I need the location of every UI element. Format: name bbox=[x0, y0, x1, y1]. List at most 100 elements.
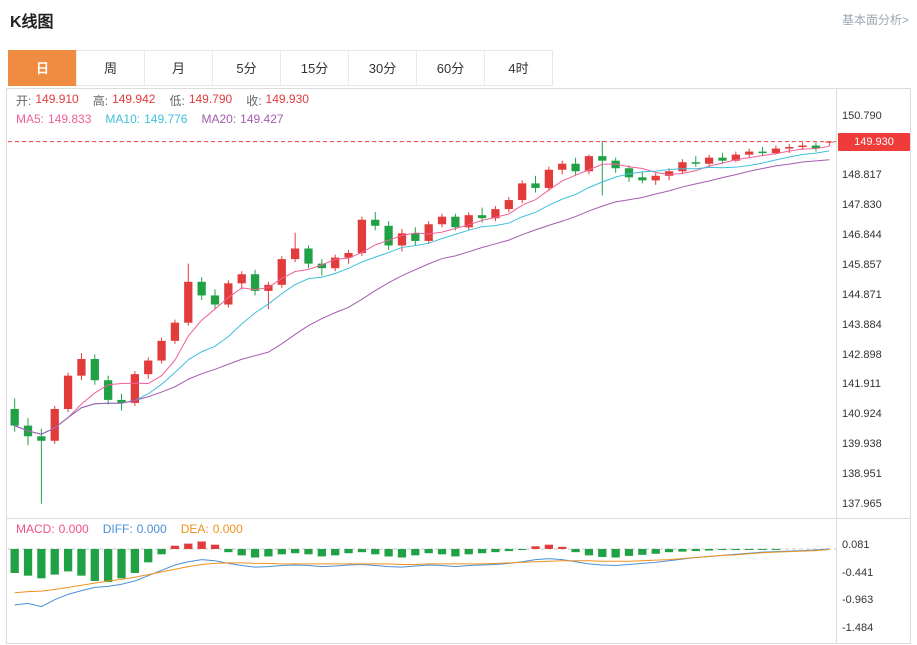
macd-histogram-bar bbox=[477, 548, 487, 554]
candle-body bbox=[558, 163, 567, 170]
candle-body bbox=[277, 259, 286, 285]
legend-value: 149.930 bbox=[265, 92, 309, 106]
legend-label: MA5: bbox=[16, 112, 45, 126]
candle-body bbox=[331, 257, 340, 269]
macd-histogram-bar bbox=[371, 548, 380, 555]
legend-label: DIFF: bbox=[102, 522, 133, 536]
macd-histogram-bar bbox=[437, 548, 447, 555]
macd-histogram-bar bbox=[50, 548, 59, 575]
macd-histogram-bar bbox=[664, 548, 674, 553]
candle-body bbox=[77, 359, 86, 376]
macd-histogram-bar bbox=[197, 541, 206, 549]
ma-legend: MA5: 149.833 MA10: 149.776 MA20: 149.427 bbox=[16, 112, 284, 126]
fundamental-analysis-link[interactable]: 基本面分析> bbox=[841, 13, 909, 27]
axis-tick-label: 150.790 bbox=[842, 109, 882, 122]
macd-histogram-bar bbox=[491, 548, 500, 553]
timeframe-tabs: 日周月 5分 15分 30分 60分 4时 bbox=[8, 50, 553, 86]
macd-histogram-bar bbox=[63, 548, 73, 572]
tab-timeframe-6[interactable]: 30分 bbox=[348, 50, 417, 86]
tab-timeframe-7[interactable]: 60分 bbox=[416, 50, 485, 86]
legend-label: MA10: bbox=[105, 112, 141, 126]
legend-item: 收: 149.930 bbox=[246, 92, 309, 109]
legend-value: 0.000 bbox=[212, 522, 243, 536]
tab-timeframe-3[interactable]: 月 bbox=[144, 50, 213, 86]
candle-body bbox=[37, 436, 46, 441]
candle-body bbox=[598, 156, 607, 161]
legend-value: 149.833 bbox=[48, 112, 92, 126]
tab-timeframe-2[interactable]: 周 bbox=[76, 50, 145, 86]
axis-tick-label: 146.844 bbox=[842, 229, 882, 242]
macd-histogram-bar bbox=[237, 548, 246, 556]
legend-item: MACD: 0.000 bbox=[16, 522, 89, 536]
axis-tick-label: 144.871 bbox=[842, 288, 882, 301]
candle-body bbox=[571, 163, 580, 172]
candle-body bbox=[210, 295, 220, 305]
macd-legend: MACD: 0.000 DIFF: 0.000 DEA: 0.000 bbox=[16, 522, 243, 536]
candle-body bbox=[411, 233, 420, 241]
candle-body bbox=[758, 151, 767, 154]
axis-tick-label: -0.441 bbox=[842, 566, 874, 579]
macd-histogram-bar bbox=[290, 548, 300, 554]
candle-body bbox=[544, 169, 554, 188]
legend-label: DEA: bbox=[180, 522, 209, 536]
candle-body bbox=[491, 209, 500, 219]
axis-tick-label: 148.817 bbox=[842, 169, 882, 182]
macd-histogram-bar bbox=[678, 548, 687, 552]
macd-histogram-bar bbox=[518, 548, 527, 551]
candle-body bbox=[170, 322, 180, 341]
candle-body bbox=[664, 171, 674, 176]
candle-body bbox=[504, 200, 513, 210]
legend-value: 149.776 bbox=[144, 112, 188, 126]
macd-histogram-bar bbox=[558, 546, 567, 549]
macd-histogram-bar bbox=[504, 548, 513, 552]
candle-body bbox=[104, 380, 113, 400]
macd-histogram-bar bbox=[277, 548, 286, 555]
candle-body bbox=[63, 375, 73, 409]
macd-histogram-bar bbox=[464, 548, 473, 555]
macd-histogram-bar bbox=[691, 548, 700, 552]
macd-histogram-bar bbox=[397, 548, 407, 558]
macd-histogram-bar bbox=[264, 548, 273, 557]
candle-body bbox=[117, 399, 126, 403]
macd-histogram-bar bbox=[731, 548, 740, 551]
legend-value: 149.790 bbox=[188, 92, 233, 106]
candle-body bbox=[224, 283, 233, 305]
macd-histogram-bar bbox=[37, 548, 46, 579]
candle-body bbox=[304, 248, 313, 264]
candle-body bbox=[371, 219, 380, 226]
macd-histogram-bar bbox=[117, 548, 126, 579]
macd-histogram-bar bbox=[651, 548, 660, 554]
axis-tick-label: -0.963 bbox=[842, 594, 874, 607]
candle-body bbox=[451, 216, 460, 228]
candle-body bbox=[424, 224, 433, 241]
axis-tick-label: 138.951 bbox=[842, 468, 882, 481]
tab-timeframe-4[interactable]: 5分 bbox=[212, 50, 281, 86]
legend-item: DEA: 0.000 bbox=[181, 522, 243, 536]
candle-body bbox=[651, 175, 660, 181]
tab-timeframe-5[interactable]: 15分 bbox=[280, 50, 349, 86]
candle-body bbox=[10, 408, 19, 426]
legend-value: 149.910 bbox=[35, 92, 79, 106]
legend-value: 0.000 bbox=[58, 522, 89, 536]
legend-value: 149.942 bbox=[112, 92, 156, 106]
macd-histogram-bar bbox=[304, 548, 313, 555]
legend-item: 开: 149.910 bbox=[16, 92, 79, 109]
candle-body bbox=[290, 248, 300, 260]
tab-timeframe-1[interactable]: 日 bbox=[8, 50, 77, 86]
tab-timeframe-8[interactable]: 4时 bbox=[484, 50, 553, 86]
candle-body bbox=[718, 157, 727, 161]
candle-body bbox=[357, 219, 367, 254]
macd-histogram-bar bbox=[624, 548, 634, 556]
axis-tick-label: -1.484 bbox=[842, 622, 874, 635]
axis-tick-label: 145.857 bbox=[842, 258, 882, 271]
candle-body bbox=[437, 216, 447, 225]
macd-histogram-bar bbox=[584, 548, 594, 556]
axis-tick-label: 137.965 bbox=[842, 497, 882, 510]
legend-label: 高: bbox=[92, 94, 109, 108]
chart-frame bbox=[6, 88, 911, 644]
candle-body bbox=[704, 157, 714, 164]
candle-body bbox=[798, 145, 807, 148]
legend-label: 收: bbox=[246, 94, 262, 108]
legend-label: MACD: bbox=[16, 522, 55, 536]
macd-histogram-bar bbox=[745, 548, 754, 550]
